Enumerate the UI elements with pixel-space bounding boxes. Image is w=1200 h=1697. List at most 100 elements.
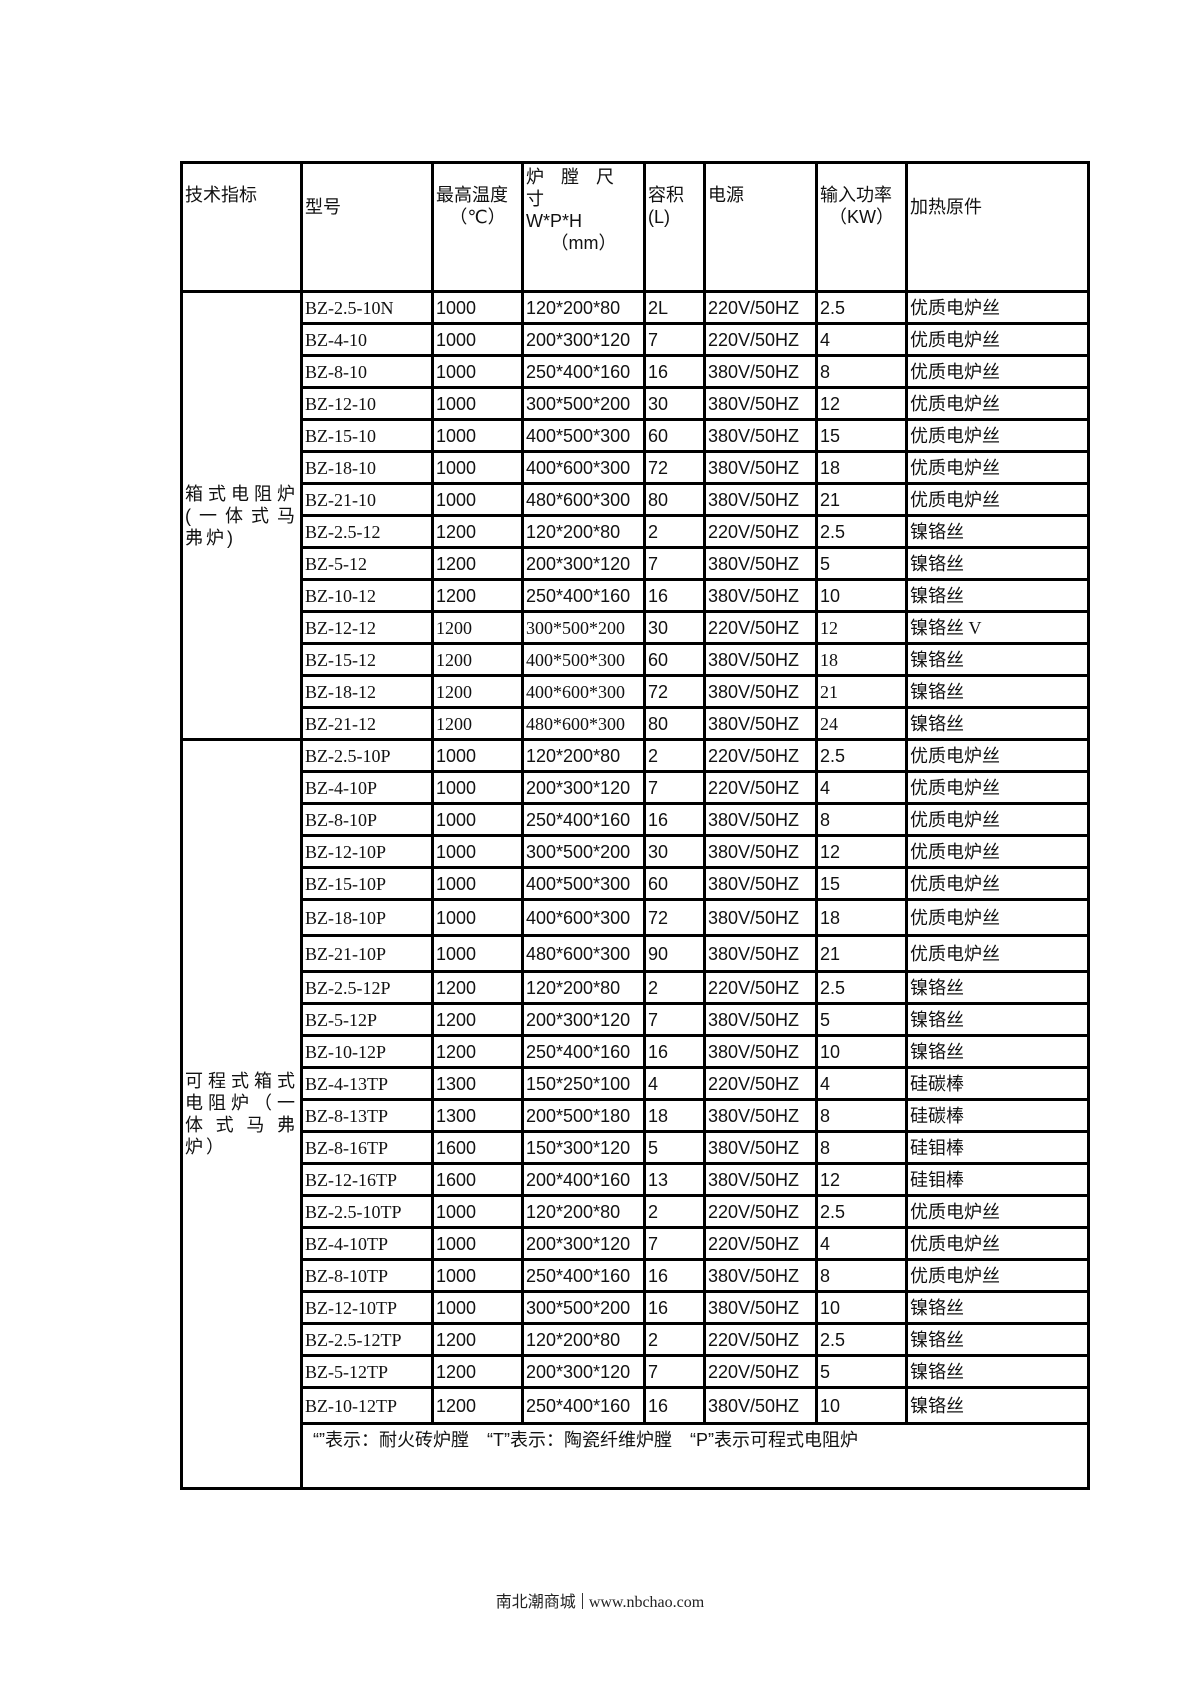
table-row: BZ-12-10P 1000 300*500*200 30 380V/50HZ 12 优质电… [182,834,1090,869]
max-temp-cell: 1600 [431,1130,524,1165]
model-cell: BZ-5-12TP [300,1354,434,1389]
chamber-size-cell: 200*300*120 [521,770,646,805]
input-power-cell: 10 [815,1386,908,1425]
page-footer: 南北潮商城 www.nbchao.com [0,1588,1200,1612]
power-supply-cell: 380V/50HZ [703,642,818,677]
volume-cell: 30 [643,834,706,869]
heating-element-cell: 硅钼棒 [905,1162,1090,1197]
volume-cell: 90 [643,934,706,973]
model-cell: BZ-2.5-12 [300,514,434,549]
table-row: BZ-4-10 1000 200*300*120 7 220V/50HZ 4 优质电炉丝 [182,322,1090,357]
power-supply-cell: 220V/50HZ [703,514,818,549]
table-row: BZ-4-10TP 1000 200*300*120 7 220V/50HZ 4 优质电炉丝 [182,1226,1090,1261]
input-power-cell: 12 [815,834,908,869]
chamber-size-cell: 250*400*160 [521,354,646,389]
table-row: BZ-10-12P 1200 250*400*160 16 380V/50HZ 10 镍铬丝 [182,1034,1090,1069]
table-row: BZ-15-10P 1000 400*500*300 60 380V/50HZ 15 优质电… [182,866,1090,901]
input-power-cell: 12 [815,610,908,645]
table-row: BZ-15-10 1000 400*500*300 60 380V/50HZ 15 优质电炉… [182,418,1090,453]
input-power-cell: 5 [815,1354,908,1389]
table-row: BZ-10-12 1200 250*400*160 16 380V/50HZ 10 镍铬丝 [182,578,1090,613]
max-temp-cell: 1000 [431,1194,524,1229]
input-power-cell: 8 [815,1098,908,1133]
heating-element-cell: 镍铬丝 [905,1354,1090,1389]
table-row: BZ-10-12TP 1200 250*400*160 16 380V/50HZ 10 镍铬… [182,1386,1090,1425]
heating-element-cell: 硅碳棒 [905,1066,1090,1101]
model-cell: BZ-10-12P [300,1034,434,1069]
chamber-size-cell: 480*600*300 [521,482,646,517]
heating-element-cell: 优质电炉丝 [905,418,1090,453]
table-row: BZ-8-10 1000 250*400*160 16 380V/50HZ 8 优质电炉丝 [182,354,1090,389]
header-chamber-size: 炉 膛 尺 寸 W*P*H （mm） [521,161,646,293]
heating-element-cell: 镍铬丝 [905,1290,1090,1325]
input-power-cell: 18 [815,450,908,485]
power-supply-cell: 380V/50HZ [703,386,818,421]
chamber-size-cell: 200*500*180 [521,1098,646,1133]
input-power-cell: 21 [815,482,908,517]
heating-element-cell: 优质电炉丝 [905,1194,1090,1229]
heating-element-cell: 优质电炉丝 [905,1226,1090,1261]
volume-cell: 16 [643,1258,706,1293]
power-supply-cell: 380V/50HZ [703,674,818,709]
chamber-size-cell: 300*500*200 [521,610,646,645]
table-row: BZ-21-10 1000 480*600*300 80 380V/50HZ 21 优质电炉… [182,482,1090,517]
input-power-cell: 4 [815,1226,908,1261]
power-supply-cell: 380V/50HZ [703,1386,818,1425]
model-cell: BZ-15-12 [300,642,434,677]
volume-cell: 7 [643,1002,706,1037]
chamber-size-cell: 120*200*80 [521,290,646,325]
table-row: BZ-2.5-12P 1200 120*200*80 2 220V/50HZ 2.5 镍铬丝 [182,970,1090,1005]
chamber-size-cell: 250*400*160 [521,1258,646,1293]
volume-cell: 30 [643,386,706,421]
power-supply-cell: 220V/50HZ [703,290,818,325]
volume-cell: 7 [643,1354,706,1389]
model-cell: BZ-18-10 [300,450,434,485]
max-temp-cell: 1200 [431,674,524,709]
header-model-label: 型号 [305,197,341,217]
volume-cell: 72 [643,674,706,709]
header-model: 型号 [300,161,434,293]
header-input-power-unit: （KW） [829,207,894,227]
power-supply-cell: 380V/50HZ [703,1098,818,1133]
header-max-temp-unit: （℃） [449,207,506,227]
table-row: BZ-8-10TP 1000 250*400*160 16 380V/50HZ 8 优质电炉… [182,1258,1090,1293]
input-power-cell: 15 [815,418,908,453]
input-power-cell: 18 [815,898,908,937]
max-temp-cell: 1200 [431,578,524,613]
chamber-size-cell: 400*600*300 [521,674,646,709]
max-temp-cell: 1300 [431,1098,524,1133]
volume-cell: 30 [643,610,706,645]
input-power-cell: 2.5 [815,1194,908,1229]
volume-cell: 16 [643,354,706,389]
max-temp-cell: 1200 [431,546,524,581]
input-power-cell: 2.5 [815,290,908,325]
power-supply-cell: 220V/50HZ [703,322,818,357]
max-temp-cell: 1200 [431,1034,524,1069]
table-row: BZ-12-16TP 1600 200*400*160 13 380V/50HZ 12 硅钼… [182,1162,1090,1197]
volume-cell: 80 [643,482,706,517]
chamber-size-cell: 120*200*80 [521,1322,646,1357]
volume-cell: 16 [643,802,706,837]
power-supply-cell: 380V/50HZ [703,1258,818,1293]
header-input-power: 输入功率 （KW） [815,161,908,293]
model-cell: BZ-21-10 [300,482,434,517]
chamber-size-cell: 250*400*160 [521,1034,646,1069]
input-power-cell: 8 [815,354,908,389]
volume-cell: 7 [643,546,706,581]
heating-element-cell: 镍铬丝 [905,674,1090,709]
chamber-size-cell: 120*200*80 [521,738,646,773]
input-power-cell: 21 [815,674,908,709]
max-temp-cell: 1200 [431,514,524,549]
heating-element-cell: 优质电炉丝 [905,866,1090,901]
header-max-temp-label: 最高温度 [436,185,508,205]
chamber-size-cell: 480*600*300 [521,934,646,973]
model-cell: BZ-15-10P [300,866,434,901]
power-supply-cell: 220V/50HZ [703,1226,818,1261]
volume-cell: 5 [643,1130,706,1165]
table-row: BZ-2.5-10TP 1000 120*200*80 2 220V/50HZ 2.5 优质… [182,1194,1090,1229]
header-volume-label: 容积 [648,185,684,205]
heating-element-cell: 镍铬丝 [905,706,1090,741]
model-cell: BZ-4-13TP [300,1066,434,1101]
model-cell: BZ-8-10P [300,802,434,837]
input-power-cell: 4 [815,770,908,805]
